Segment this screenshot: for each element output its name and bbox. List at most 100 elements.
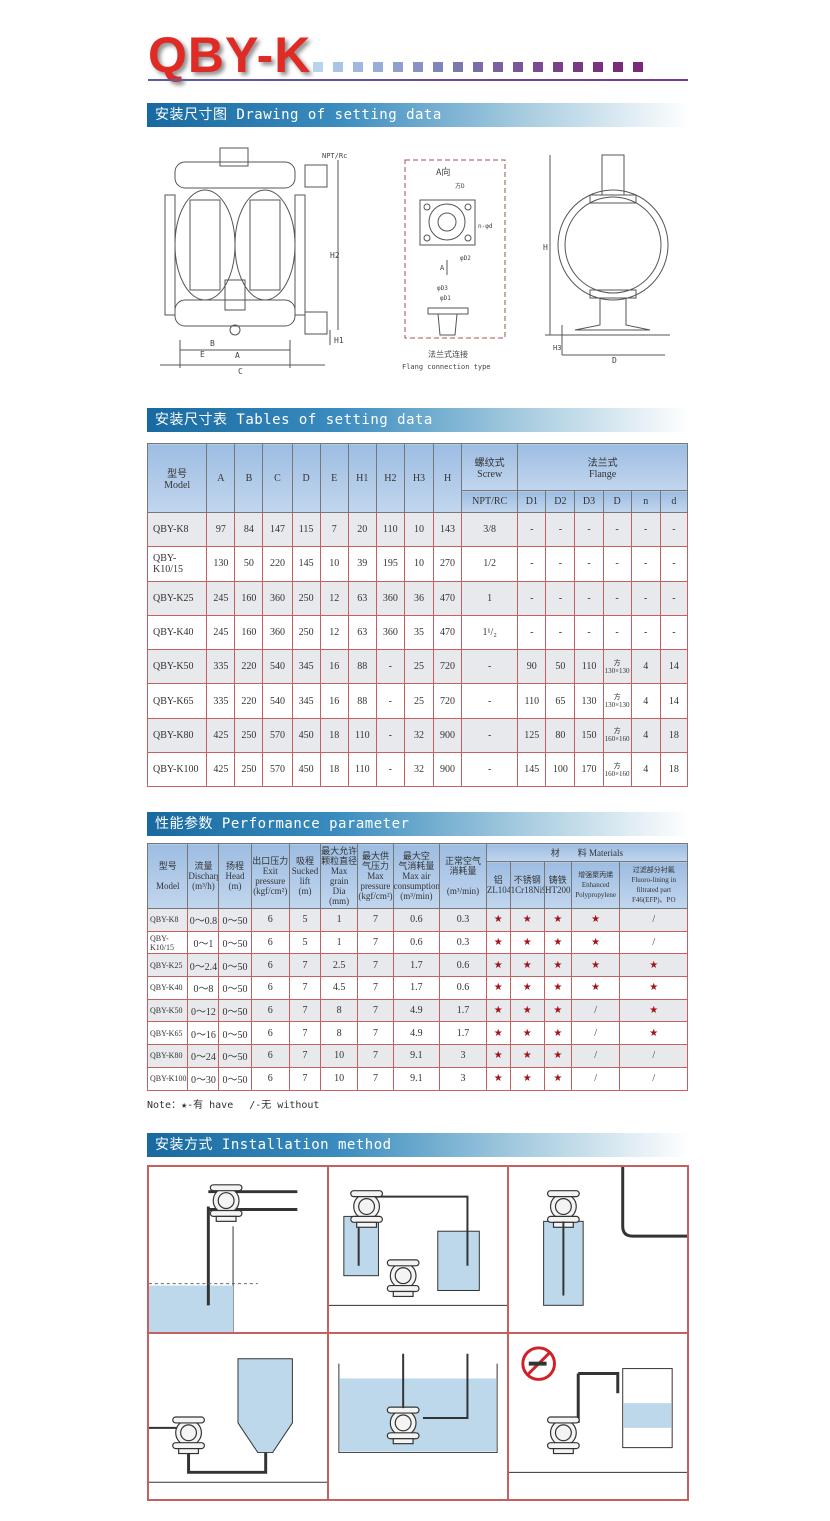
model-cell: QBY-K25 [146, 953, 189, 978]
table-row: QBY-K40 0～8 0～50 6 7 4.5 7 1.7 0.6 ★ ★ ★ ★ ★ [146, 976, 688, 1000]
value-cell: / [570, 1066, 621, 1091]
value-cell: 1 [461, 580, 519, 616]
value-cell: 195 [375, 546, 405, 582]
value-cell: 1.7 [439, 998, 487, 1023]
value-cell: 450 [291, 717, 321, 754]
decorative-square [533, 62, 543, 72]
installation-illustration [329, 1190, 507, 1306]
value-cell: 7 [357, 1066, 394, 1091]
header-flange: 法兰式 Flange [517, 443, 688, 491]
installation-panel-pump-above-tank [148, 1166, 328, 1333]
value-cell: - [461, 717, 519, 754]
decorative-square [513, 62, 523, 72]
star-icon: ★ [509, 976, 545, 1000]
value-cell: 0.6 [392, 930, 441, 955]
value-cell: 160 [234, 614, 264, 651]
label-d2: φD2 [460, 255, 471, 262]
value-cell: 10 [403, 546, 435, 582]
value-cell: 方 130×130 [602, 649, 632, 685]
label-h2: H2 [330, 251, 340, 260]
header-d: D [291, 443, 321, 513]
star-icon: ★ [485, 1044, 511, 1068]
decorative-square [553, 62, 563, 72]
value-cell: 50 [545, 649, 576, 685]
value-cell: 1 [320, 908, 359, 932]
value-cell: 9.1 [392, 1044, 441, 1068]
decorative-square [393, 62, 403, 72]
decorative-square [413, 62, 423, 72]
label-h: H [543, 243, 548, 252]
value-cell: 160 [234, 580, 264, 616]
value-cell: 80 [545, 717, 576, 754]
value-cell: - [630, 546, 661, 582]
value-cell: 18 [319, 717, 349, 754]
caption-cn: 法兰式连接 [428, 349, 468, 359]
value-cell: 10 [320, 1066, 359, 1091]
value-cell: 7 [357, 908, 394, 932]
header-h3: H3 [403, 443, 435, 513]
header-sub: D3 [574, 490, 604, 513]
header-sub: D1 [517, 490, 547, 513]
model-cell: QBY-K25 [146, 580, 208, 616]
caption-en: Flang connection type [402, 363, 491, 371]
star-icon: ★ [619, 953, 688, 978]
model-cell: QBY-K65 [146, 1021, 189, 1046]
value-cell: - [545, 511, 576, 548]
value-cell: 0～50 [218, 998, 252, 1023]
value-cell: 4 [630, 717, 661, 754]
star-icon: ★ [509, 1066, 545, 1091]
section-title-tables: 安装尺寸表 Tables of setting data [147, 408, 690, 432]
value-cell: 3 [439, 1066, 487, 1091]
value-cell: 0.6 [392, 908, 441, 932]
value-cell: 5 [288, 930, 322, 955]
table-row: QBY-K10/15 130 50 220 145 10 39 195 10 270 1/2- - - -… [146, 546, 689, 582]
star-icon: ★ [485, 976, 511, 1000]
decorative-squares [313, 62, 643, 72]
value-cell: 1.7 [439, 1021, 487, 1046]
value-cell: 110 [375, 511, 405, 548]
value-cell: 25 [403, 649, 435, 685]
value-cell: 0～12 [187, 998, 220, 1023]
header-col: 正常空气 消耗量 (m³/min) [439, 843, 487, 909]
value-cell: 147 [262, 511, 293, 548]
table-row: QBY-K25 0～2.4 0～50 6 7 2.5 7 1.7 0.6 ★ ★ ★ ★ ★ [146, 953, 688, 978]
table-row: QBY-K8 97 84 147 115 7 20 110 10 143 3/8- - - - - - [146, 511, 689, 548]
value-cell: - [574, 546, 604, 582]
value-cell: 0～50 [218, 908, 252, 932]
side-view-drawing: H H3 D [543, 154, 670, 365]
value-cell: 0～50 [218, 930, 252, 955]
label-d3: φD3 [437, 285, 448, 292]
table-row: QBY-K40 245 160 360 250 12 63 360 35 470 1¹/₂ - - - - -… [146, 614, 689, 651]
star-icon: ★ [509, 1044, 545, 1068]
star-icon: ★ [509, 1021, 545, 1046]
star-icon: ★ [543, 976, 572, 1000]
value-cell: 0.3 [439, 930, 487, 955]
installation-grid [147, 1165, 689, 1501]
star-icon: ★ [570, 908, 621, 932]
value-cell: 16 [319, 683, 349, 719]
star-icon: ★ [619, 976, 688, 1000]
star-icon: ★ [543, 998, 572, 1023]
installation-panel-pump-from-hopper [148, 1333, 328, 1500]
value-cell: 250 [291, 614, 321, 651]
value-cell: 1/2 [461, 546, 519, 582]
header-sub: NPT/RC [461, 490, 519, 513]
value-cell: - [517, 546, 547, 582]
header-col: 型号 Model [146, 843, 189, 909]
model-cell: QBY-K10/15 [146, 930, 189, 955]
value-cell: 32 [403, 752, 435, 788]
value-cell: 245 [206, 614, 236, 651]
value-cell: 39 [347, 546, 377, 582]
brand-logo: QBY-K [148, 27, 312, 83]
label-d1: φD1 [440, 295, 451, 302]
value-cell: 6 [250, 1021, 290, 1046]
star-icon: ★ [509, 908, 545, 932]
header-material: 铝 ZL104 [485, 861, 511, 909]
value-cell: 6 [250, 930, 290, 955]
installation-illustration [149, 1184, 298, 1332]
star-icon: ★ [570, 976, 621, 1000]
header-screw: 螺纹式 Screw [461, 443, 519, 491]
value-cell: 335 [206, 649, 236, 685]
value-cell: 18 [659, 717, 689, 754]
value-cell: - [375, 683, 405, 719]
